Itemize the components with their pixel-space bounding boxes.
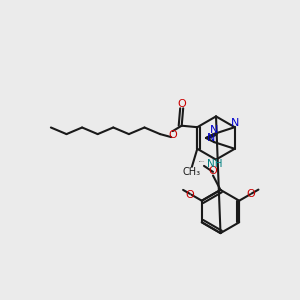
Text: methoxy: methoxy: [199, 161, 205, 162]
Text: O: O: [168, 130, 177, 140]
Text: CH₃: CH₃: [183, 167, 201, 177]
Text: N: N: [230, 118, 239, 128]
Text: O: O: [208, 166, 217, 176]
Text: O: O: [247, 189, 255, 200]
Text: O: O: [186, 190, 195, 200]
Text: NH: NH: [207, 159, 222, 169]
Text: N: N: [207, 133, 215, 143]
Text: N: N: [210, 125, 218, 135]
Text: O: O: [177, 99, 186, 109]
